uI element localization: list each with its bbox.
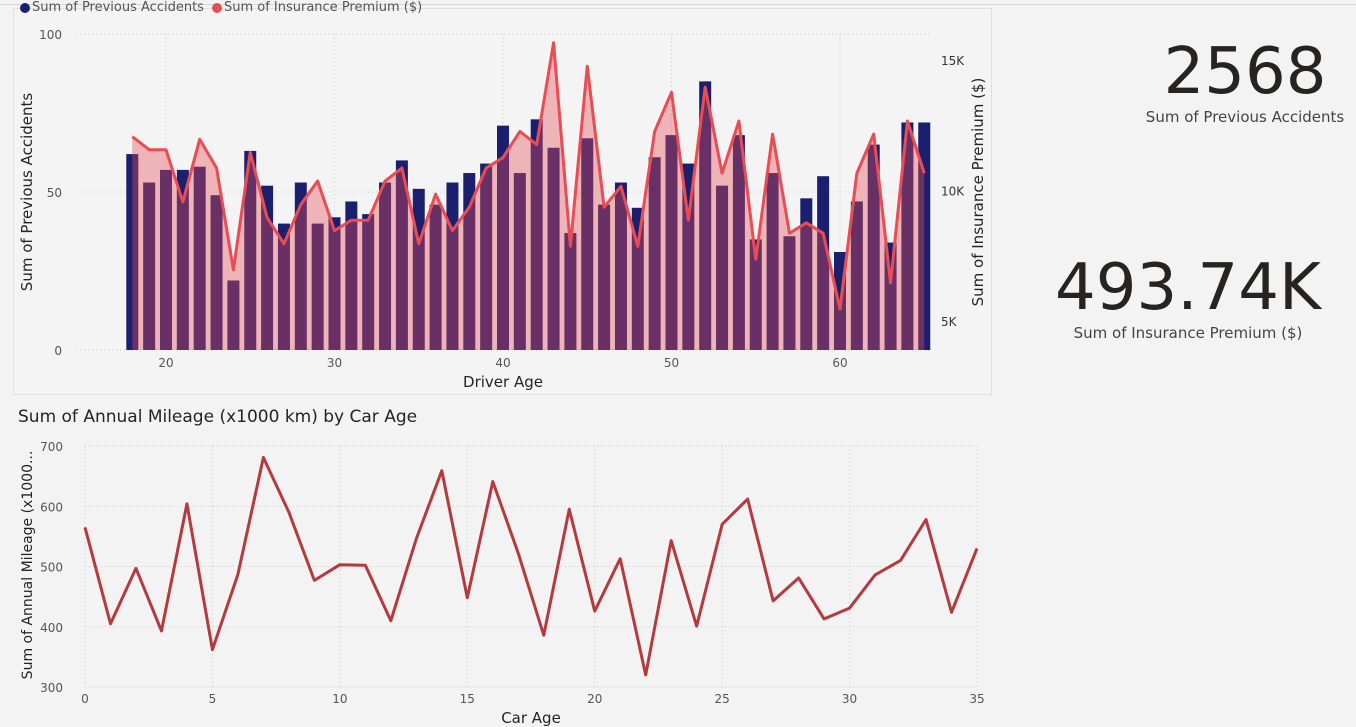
bar-previous-accidents — [193, 166, 206, 350]
combo-chart[interactable]: 100 50 0 15K 10K 5K 20 30 40 50 60 Driver Age Sum of… — [0, 0, 1000, 400]
bar-previous-accidents — [429, 204, 442, 350]
y-left-axis-title: Sum of Previous Accidents — [18, 93, 36, 292]
bar-previous-accidents — [749, 239, 762, 350]
y-axis-title: Sum of Annual Mileage (x1000... — [20, 451, 36, 680]
bar-previous-accidents — [716, 185, 729, 350]
x-tick-label: 50 — [664, 356, 679, 370]
y-tick-label: 500 — [40, 561, 63, 575]
bar-previous-accidents — [850, 201, 863, 350]
bar-previous-accidents — [210, 195, 223, 350]
bar-previous-accidents — [513, 173, 526, 350]
bar-previous-accidents — [867, 144, 880, 350]
kpi-premium-value: 493.74K — [1055, 251, 1321, 325]
bar-previous-accidents — [244, 150, 257, 350]
bar-previous-accidents — [261, 185, 274, 350]
bar-previous-accidents — [160, 169, 172, 350]
x-tick-label: 20 — [158, 356, 173, 370]
line-chart-title: Sum of Annual Mileage (x1000 km) by Car … — [18, 407, 418, 427]
y-left-tick-label: 0 — [54, 344, 62, 358]
bar-previous-accidents — [530, 119, 543, 350]
bar-previous-accidents — [480, 163, 493, 350]
bar-previous-accidents — [227, 280, 240, 350]
y-left-tick-label: 50 — [47, 186, 62, 200]
y-tick-label: 400 — [40, 621, 63, 635]
y-left-tick-label: 100 — [39, 28, 62, 42]
y-tick-label: 600 — [40, 500, 63, 514]
x-tick-label: 10 — [332, 692, 347, 706]
bar-previous-accidents — [800, 198, 813, 350]
x-tick-label: 60 — [832, 356, 847, 370]
x-tick-label: 0 — [81, 692, 89, 706]
bar-previous-accidents — [143, 182, 156, 350]
x-tick-label: 25 — [715, 692, 730, 706]
bar-previous-accidents — [379, 182, 392, 350]
bar-previous-accidents — [463, 173, 476, 350]
bar-previous-accidents — [682, 163, 695, 350]
y-tick-label: 300 — [40, 681, 63, 695]
bar-previous-accidents — [766, 173, 779, 350]
x-tick-label: 40 — [495, 356, 510, 370]
premium-line — [131, 41, 926, 311]
y-right-tick-label: 15K — [941, 54, 965, 68]
x-tick-label: 20 — [587, 692, 602, 706]
x-axis-title: Car Age — [501, 709, 561, 727]
bar-previous-accidents — [581, 138, 594, 350]
legend-label-accidents: Sum of Previous Accidents — [32, 0, 204, 15]
bar-previous-accidents — [547, 147, 560, 350]
top-divider — [0, 4, 1356, 5]
bar-previous-accidents — [362, 214, 375, 350]
bar-previous-accidents — [648, 157, 661, 350]
bar-previous-accidents — [277, 223, 290, 350]
x-tick-label: 30 — [842, 692, 857, 706]
bar-previous-accidents — [126, 154, 139, 350]
kpi-premium-card: 493.74K Sum of Insurance Premium ($) — [1043, 256, 1333, 342]
premium-area — [132, 42, 925, 350]
x-axis-title: Driver Age — [463, 373, 543, 391]
kpi-accidents-card: 2568 Sum of Previous Accidents — [1100, 40, 1356, 126]
y-right-tick-label: 10K — [941, 185, 965, 199]
bar-previous-accidents — [614, 182, 627, 350]
bar-previous-accidents — [817, 176, 830, 350]
legend-item-premium[interactable]: Sum of Insurance Premium ($) — [211, 0, 423, 15]
legend-item-accidents[interactable]: Sum of Previous Accidents — [20, 0, 204, 15]
bar-previous-accidents — [176, 169, 189, 350]
kpi-premium-label: Sum of Insurance Premium ($) — [1073, 324, 1303, 342]
bar-previous-accidents — [311, 223, 324, 350]
bar-previous-accidents — [699, 81, 712, 351]
x-tick-label: 35 — [969, 692, 984, 706]
bar-previous-accidents — [665, 135, 678, 350]
legend-label-premium: Sum of Insurance Premium ($) — [223, 0, 423, 15]
mileage-line — [83, 455, 979, 677]
bar-previous-accidents — [732, 135, 745, 350]
x-tick-label: 30 — [327, 356, 342, 370]
y-tick-label: 700 — [40, 440, 63, 454]
bar-previous-accidents — [345, 201, 358, 350]
bar-previous-accidents — [395, 160, 408, 350]
bar-previous-accidents — [598, 204, 611, 350]
y-right-axis-title: Sum of Insurance Premium ($) — [969, 78, 987, 307]
chart-legend: Sum of Previous Accidents Sum of Insuran… — [20, 0, 422, 15]
y-right-tick-label: 5K — [941, 315, 958, 329]
x-tick-label: 15 — [460, 692, 475, 706]
kpi-accidents-value: 2568 — [1163, 35, 1327, 109]
bar-previous-accidents — [631, 207, 644, 350]
legend-swatch-premium — [211, 2, 222, 13]
bar-previous-accidents — [294, 182, 307, 350]
bar-previous-accidents — [901, 122, 914, 350]
x-tick-label: 5 — [209, 692, 217, 706]
bar-previous-accidents — [918, 122, 931, 350]
kpi-accidents-label: Sum of Previous Accidents — [1145, 108, 1345, 126]
bar-previous-accidents — [497, 125, 509, 350]
bar-previous-accidents — [783, 236, 796, 350]
legend-swatch-accidents — [20, 2, 30, 13]
bar-previous-accidents — [564, 233, 577, 350]
bar-previous-accidents — [328, 217, 341, 350]
